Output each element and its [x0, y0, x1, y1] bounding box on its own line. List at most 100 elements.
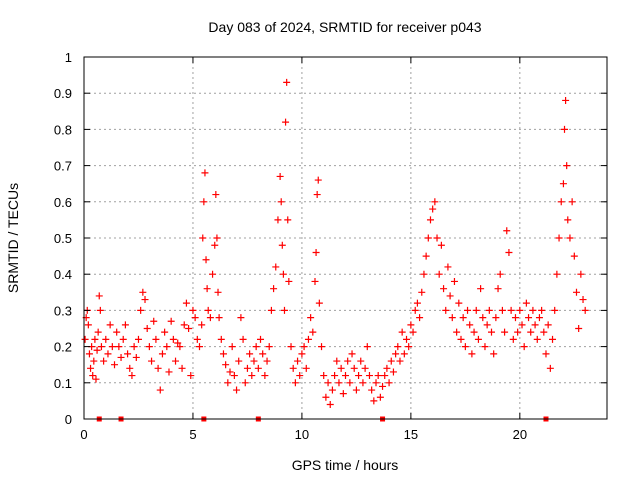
data-point	[204, 306, 212, 314]
data-point	[514, 328, 522, 336]
data-point	[128, 372, 136, 380]
data-point	[228, 343, 236, 351]
data-point	[134, 335, 142, 343]
data-point	[174, 339, 182, 347]
data-point	[254, 364, 262, 372]
data-point	[538, 306, 546, 314]
data-point	[137, 306, 145, 314]
data-point	[158, 350, 166, 358]
data-point	[579, 296, 587, 304]
data-point	[563, 162, 571, 170]
data-point	[459, 314, 467, 322]
data-point	[130, 343, 138, 351]
data-point	[357, 357, 365, 365]
data-point	[203, 285, 211, 293]
data-point	[315, 299, 323, 307]
data-point	[520, 343, 528, 351]
data-point	[252, 343, 260, 351]
x-tick-label: 20	[513, 427, 527, 442]
data-point	[494, 285, 502, 293]
data-point	[448, 314, 456, 322]
data-point	[214, 288, 222, 296]
data-point	[496, 270, 504, 278]
data-point	[106, 321, 114, 329]
data-point	[488, 328, 496, 336]
data-point	[100, 357, 108, 365]
data-point	[285, 277, 293, 285]
data-point	[422, 252, 430, 260]
y-tick-label: 0.7	[54, 159, 72, 174]
data-point	[178, 364, 186, 372]
data-point	[555, 234, 563, 242]
data-point	[182, 299, 190, 307]
y-tick-label: 0.6	[54, 195, 72, 210]
data-point	[453, 328, 461, 336]
data-point	[276, 172, 284, 180]
data-point	[440, 285, 448, 293]
data-point	[411, 306, 419, 314]
data-point	[435, 270, 443, 278]
data-point	[108, 343, 116, 351]
data-point	[84, 321, 92, 329]
data-point	[457, 335, 465, 343]
data-point	[470, 328, 478, 336]
data-point	[483, 321, 491, 329]
data-point	[92, 375, 100, 383]
data-point	[235, 357, 243, 365]
data-point	[381, 372, 389, 380]
y-tick-label: 0.9	[54, 86, 72, 101]
data-point	[429, 205, 437, 213]
data-point	[529, 306, 537, 314]
x-tick-label: 5	[189, 427, 196, 442]
data-point	[407, 321, 415, 329]
data-point	[392, 350, 400, 358]
data-point	[444, 263, 452, 271]
data-point	[365, 372, 373, 380]
data-point	[121, 321, 129, 329]
data-point	[450, 277, 458, 285]
data-point	[559, 180, 567, 188]
data-point	[561, 125, 569, 133]
data-point	[335, 379, 343, 387]
x-axis-ticks: 0 5 10 15 20	[80, 57, 527, 442]
data-point	[291, 379, 299, 387]
data-point	[209, 270, 217, 278]
data-point	[277, 198, 285, 206]
data-point	[279, 270, 287, 278]
data-point	[324, 379, 332, 387]
grid	[84, 57, 607, 419]
data-point	[553, 270, 561, 278]
data-point	[387, 357, 395, 365]
data-point	[307, 314, 315, 322]
data-point	[531, 321, 539, 329]
data-point	[250, 357, 258, 365]
data-point	[274, 216, 282, 224]
data-point	[117, 353, 125, 361]
x-tick-label: 10	[295, 427, 309, 442]
data-point	[398, 328, 406, 336]
data-point	[431, 198, 439, 206]
data-point	[95, 292, 103, 300]
data-point	[287, 343, 295, 351]
data-point	[400, 350, 408, 358]
data-point	[222, 361, 230, 369]
data-point	[233, 386, 241, 394]
data-point	[490, 350, 498, 358]
data-point	[344, 357, 352, 365]
data-point	[119, 335, 127, 343]
data-point	[481, 343, 489, 351]
data-point	[352, 386, 360, 394]
data-point	[189, 306, 197, 314]
data-point	[568, 198, 576, 206]
x-tick-label: 15	[404, 427, 418, 442]
chart-title: Day 083 of 2024, SRMTID for receiver p04…	[208, 19, 481, 35]
data-point	[474, 335, 482, 343]
data-point	[516, 306, 524, 314]
data-point	[284, 216, 292, 224]
data-point	[176, 343, 184, 351]
data-point	[477, 285, 485, 293]
data-point	[503, 227, 511, 235]
y-axis-label: SRMTID / TECUs	[5, 183, 21, 293]
data-point	[115, 343, 123, 351]
data-point	[294, 357, 302, 365]
